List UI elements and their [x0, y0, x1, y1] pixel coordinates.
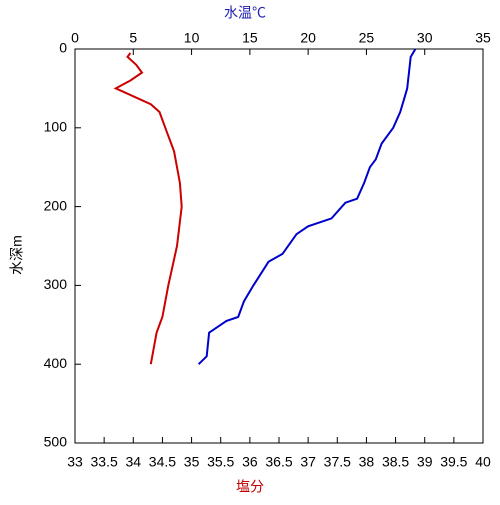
x-tick-label: 35 [184, 454, 200, 470]
y-tick-label: 400 [44, 355, 68, 371]
x2-tick-label: 5 [129, 30, 137, 46]
x2-tick-label: 20 [300, 30, 316, 46]
y-tick-label: 100 [44, 119, 68, 135]
plot-frame [74, 48, 484, 444]
x-tick-label: 38.5 [382, 454, 409, 470]
x-tick-label: 34 [125, 454, 141, 470]
x-tick-label: 33 [67, 454, 83, 470]
x-tick-label: 33.5 [91, 454, 118, 470]
profile-line [197, 48, 417, 365]
x2-tick-label: 35 [475, 30, 491, 46]
y-tick-label: 200 [44, 197, 68, 213]
x2-tick-label: 15 [242, 30, 258, 46]
x-tick-label: 40 [475, 454, 491, 470]
y-axis-title: 水深m [9, 235, 25, 275]
x-tick-label: 34.5 [149, 454, 176, 470]
y-tick-label: 300 [44, 276, 68, 292]
x-tick-label: 35.5 [207, 454, 234, 470]
x-tick-label: 37 [300, 454, 316, 470]
profile-line [113, 52, 183, 365]
x-tick-label: 36.5 [265, 454, 292, 470]
top-axis-title: 水温℃ [224, 5, 266, 21]
y-tick-label: 500 [44, 434, 68, 450]
x2-tick-label: 0 [71, 30, 79, 46]
x-tick-label: 39.5 [440, 454, 467, 470]
bottom-axis-title: 塩分 [236, 479, 264, 495]
x-tick-label: 37.5 [324, 454, 351, 470]
x-tick-label: 36 [242, 454, 258, 470]
x-tick-label: 39 [417, 454, 433, 470]
x2-tick-label: 30 [417, 30, 433, 46]
x2-tick-label: 10 [184, 30, 200, 46]
x2-tick-label: 25 [359, 30, 375, 46]
y-tick-label: 0 [59, 40, 67, 56]
x-tick-label: 38 [359, 454, 375, 470]
